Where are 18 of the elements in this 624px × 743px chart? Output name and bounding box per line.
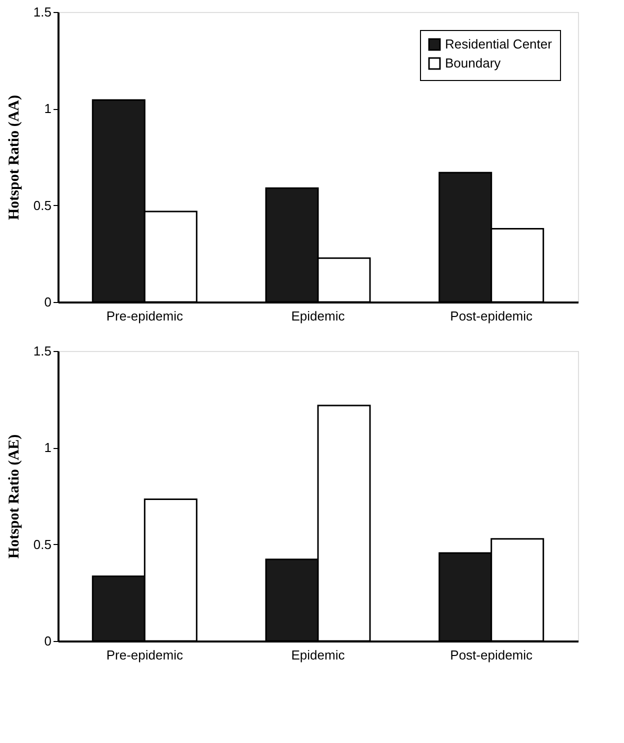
x-tick-label: Pre-epidemic [106, 648, 184, 662]
legend-label: Boundary [445, 56, 502, 70]
x-tick-label: Epidemic [291, 308, 346, 324]
y-axis-title: Hotspot Ratio (AA) [6, 95, 22, 220]
x-tick-label: Pre-epidemic [106, 308, 184, 324]
x-tick-label: Epidemic [291, 648, 346, 662]
x-tick-label: Post-epidemic [450, 648, 534, 662]
y-axis-title: Hotspot Ratio (AE) [6, 434, 22, 559]
legend-label: Residential Center [445, 36, 553, 52]
y-tick-label: 1 [44, 440, 52, 456]
y-tick-label: 0 [44, 634, 52, 648]
y-tick-label: 0.5 [33, 536, 52, 552]
y-tick-label: 1 [44, 101, 52, 116]
x-tick-label: Post-epidemic [450, 308, 534, 324]
y-tick-label: 0 [44, 294, 52, 310]
y-tick-label: 1.5 [33, 4, 52, 20]
y-tick-label: 1.5 [33, 344, 52, 358]
y-tick-label: 0.5 [33, 198, 52, 213]
